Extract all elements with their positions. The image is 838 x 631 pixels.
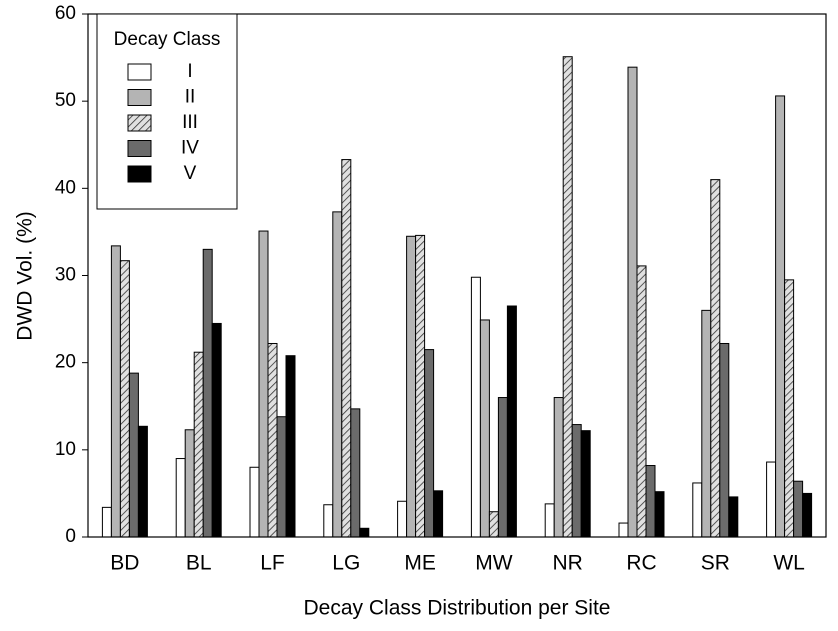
bar — [470, 276, 481, 538]
bar — [636, 265, 647, 538]
x-tick-label: RC — [626, 552, 656, 575]
legend-label: IV — [181, 138, 199, 159]
bar — [276, 416, 287, 538]
y-tick-label: 0 — [65, 526, 76, 547]
y-tick-label: 30 — [55, 265, 76, 286]
bar — [793, 480, 804, 538]
bar — [211, 322, 222, 538]
bar — [249, 466, 260, 538]
y-tick-label: 50 — [55, 90, 76, 111]
bar — [719, 342, 730, 538]
bar — [433, 490, 444, 538]
legend-title: Decay Class — [114, 29, 221, 50]
y-tick-label: 20 — [55, 352, 76, 373]
bar — [350, 408, 361, 538]
bar — [119, 260, 130, 538]
bar — [415, 234, 426, 538]
bar — [654, 491, 665, 538]
x-tick-label: BD — [110, 552, 139, 575]
bar — [571, 424, 582, 538]
bar — [128, 372, 139, 538]
x-tick-label: SR — [701, 552, 730, 575]
bar — [710, 179, 721, 538]
bar — [193, 351, 204, 538]
x-tick-label: WL — [773, 552, 805, 575]
bar — [562, 56, 573, 538]
y-axis-title: DWD Vol. (%) — [14, 211, 37, 341]
y-tick-label: 40 — [55, 177, 76, 198]
bar — [645, 465, 656, 538]
bar — [258, 230, 269, 538]
bar — [332, 211, 343, 538]
bar — [406, 235, 417, 538]
x-tick-label: BL — [186, 552, 212, 575]
bar — [267, 342, 278, 538]
bar — [544, 503, 555, 538]
bar — [341, 159, 352, 538]
legend-swatch — [127, 165, 152, 183]
legend-swatch — [127, 140, 152, 157]
x-tick-label: MW — [475, 552, 512, 575]
bar — [701, 309, 712, 538]
bar — [728, 496, 739, 538]
bar — [323, 504, 334, 538]
bar — [397, 500, 408, 538]
x-tick-label: ME — [404, 552, 436, 575]
bar — [175, 458, 186, 538]
bar — [285, 355, 296, 538]
bar — [184, 429, 195, 538]
bar — [137, 425, 148, 538]
bar — [359, 527, 370, 538]
legend-swatch — [127, 114, 152, 132]
bar — [627, 66, 638, 538]
bar — [101, 506, 112, 538]
legend-swatch — [127, 63, 152, 81]
legend-swatch — [127, 89, 152, 106]
bar — [580, 430, 591, 538]
legend-label: I — [187, 61, 192, 82]
bar — [110, 245, 121, 538]
legend-label: III — [182, 112, 198, 133]
plot-frame — [87, 13, 827, 538]
bar — [692, 482, 703, 538]
bar — [497, 397, 508, 538]
y-tick-label: 60 — [55, 3, 76, 24]
bar — [802, 492, 813, 538]
legend-label: V — [184, 163, 197, 184]
bar — [766, 461, 777, 538]
x-tick-label: LG — [332, 552, 360, 575]
bar — [553, 397, 564, 538]
bar — [424, 349, 435, 538]
y-tick-label: 10 — [55, 439, 76, 460]
legend-label: II — [185, 87, 196, 108]
bar — [784, 279, 795, 538]
bar — [479, 319, 490, 538]
legend-box — [96, 13, 238, 210]
bar — [506, 305, 517, 538]
x-tick-label: LF — [260, 552, 285, 575]
bar — [618, 522, 629, 538]
x-tick-label: NR — [553, 552, 583, 575]
bar — [202, 248, 213, 538]
bar — [488, 511, 499, 538]
bar — [775, 95, 786, 538]
x-axis-title: Decay Class Distribution per Site — [304, 597, 611, 620]
